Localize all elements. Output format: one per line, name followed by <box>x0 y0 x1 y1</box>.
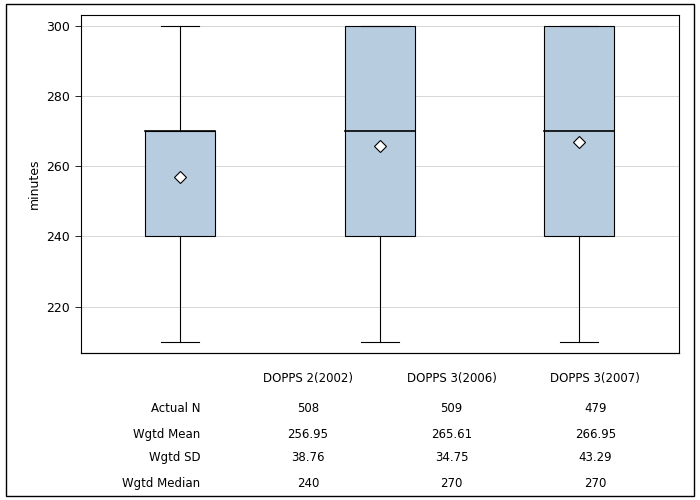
Text: DOPPS 3(2006): DOPPS 3(2006) <box>407 372 496 385</box>
Text: 240: 240 <box>297 476 319 490</box>
Text: 270: 270 <box>440 476 463 490</box>
Text: Wgtd Mean: Wgtd Mean <box>133 428 200 440</box>
Bar <box>146 131 215 236</box>
Text: 43.29: 43.29 <box>578 452 612 464</box>
Text: 266.95: 266.95 <box>575 428 616 440</box>
Text: Wgtd Median: Wgtd Median <box>122 476 200 490</box>
Text: 38.76: 38.76 <box>291 452 325 464</box>
Text: 270: 270 <box>584 476 606 490</box>
Text: 509: 509 <box>440 402 463 415</box>
Bar <box>545 26 614 236</box>
Text: 34.75: 34.75 <box>435 452 468 464</box>
Text: 508: 508 <box>297 402 319 415</box>
Bar <box>345 26 414 236</box>
Text: 256.95: 256.95 <box>288 428 328 440</box>
Y-axis label: minutes: minutes <box>28 158 41 209</box>
Text: Wgtd SD: Wgtd SD <box>148 452 200 464</box>
Text: DOPPS 2(2002): DOPPS 2(2002) <box>263 372 353 385</box>
Text: 479: 479 <box>584 402 606 415</box>
Text: 265.61: 265.61 <box>431 428 472 440</box>
Text: Actual N: Actual N <box>150 402 200 415</box>
Text: DOPPS 3(2007): DOPPS 3(2007) <box>550 372 640 385</box>
